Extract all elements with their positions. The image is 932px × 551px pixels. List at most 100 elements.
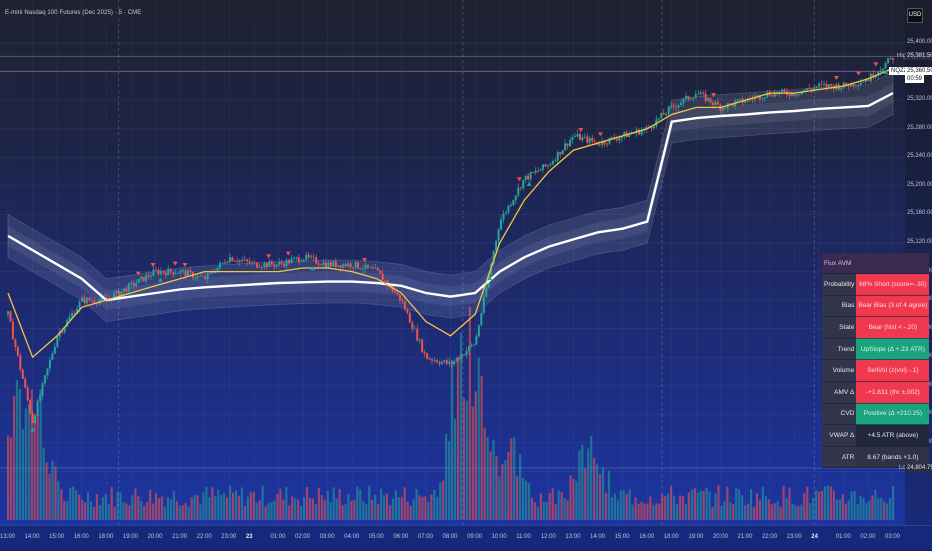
candle-body: [329, 262, 332, 267]
volume-bar: [63, 500, 66, 520]
volume-bar: [98, 505, 101, 520]
price-tick: 25,120.00: [907, 239, 932, 245]
volume-bar: [815, 490, 818, 520]
time-tick: 13:00: [565, 534, 581, 540]
currency-badge[interactable]: USD: [907, 8, 923, 23]
volume-bar: [522, 478, 525, 520]
volume-bar: [421, 496, 424, 520]
volume-bar: [687, 492, 690, 520]
candle-body: [628, 133, 631, 138]
candle-body: [798, 94, 801, 96]
chart-area[interactable]: E-mini Nasdaq 100 Futures (Dec 2025) · 5…: [0, 0, 905, 525]
candle-body: [603, 140, 606, 144]
volume-bar: [675, 503, 679, 520]
candle-body: [223, 262, 226, 264]
candle-body: [795, 94, 798, 96]
candle-body: [275, 264, 278, 267]
candle-body: [598, 144, 601, 146]
volume-bar: [359, 489, 362, 520]
volume-bar: [714, 492, 717, 520]
volume-bar: [36, 409, 39, 520]
candle-body: [852, 82, 855, 86]
volume-bar: [152, 503, 155, 520]
volume-bar: [95, 494, 98, 520]
volume-bar: [720, 505, 723, 520]
volume-bar: [60, 489, 63, 520]
candle-body: [90, 300, 93, 302]
candle-body: [199, 275, 202, 277]
volume-bar: [785, 498, 788, 520]
volume-bar: [880, 497, 883, 520]
candle-body: [145, 275, 148, 282]
candle-body: [623, 132, 626, 137]
volume-bar: [314, 504, 318, 520]
volume-bar: [445, 433, 448, 520]
candle-body: [813, 87, 816, 90]
candle-body: [344, 264, 347, 267]
volume-bar: [376, 504, 380, 520]
volume-bar: [764, 495, 767, 520]
volume-bar: [104, 494, 107, 520]
candle-body: [265, 263, 268, 268]
candle-body: [559, 152, 562, 155]
candle-body: [679, 102, 682, 105]
price-chart[interactable]: [0, 0, 905, 525]
volume-bar: [708, 491, 711, 520]
candle-body: [460, 354, 463, 360]
candle-body: [297, 257, 300, 262]
volume-bar: [507, 451, 510, 520]
candle-body: [164, 272, 167, 276]
volume-bar: [202, 492, 205, 520]
volume-bar: [39, 389, 42, 520]
volume-bar: [886, 503, 889, 520]
candle-body: [537, 170, 540, 172]
volume-bar: [285, 487, 288, 520]
volume-bar: [448, 441, 451, 520]
volume-bar: [326, 490, 329, 520]
volume-bar: [234, 490, 238, 520]
candle-body: [24, 378, 27, 388]
time-axis[interactable]: 13:00 14:00 15:00 16:00 18:00 19:00 20:00 21:00…: [0, 525, 932, 551]
volume-bar: [146, 502, 149, 520]
candle-body: [546, 165, 549, 167]
time-tick: 01:00: [835, 534, 851, 540]
volume-bar: [607, 470, 611, 520]
volume-bar: [453, 419, 457, 520]
candle-body: [465, 350, 468, 356]
volume-bar: [214, 496, 217, 520]
flux-row-value: Bear Bias (3 of 4 agree): [856, 295, 930, 318]
volume-bar: [240, 487, 244, 520]
candle-body: [712, 102, 715, 105]
volume-bar: [729, 502, 732, 520]
candle-body: [751, 98, 754, 100]
volume-bar: [554, 504, 557, 520]
candle-body: [292, 257, 295, 259]
volume-bar: [601, 467, 605, 520]
chart-title: E-mini Nasdaq 100 Futures (Dec 2025) · 5…: [5, 10, 142, 16]
volume-bar: [652, 504, 655, 520]
candle-body: [581, 137, 584, 141]
candle-body: [268, 261, 271, 268]
candle-body: [864, 80, 867, 82]
flux-row-label: State: [822, 316, 857, 339]
candle-body: [14, 339, 17, 347]
volume-bar: [397, 497, 400, 520]
candle-body: [177, 273, 180, 274]
flux-row-label: Probability: [822, 273, 857, 296]
volume-bar: [308, 498, 312, 520]
candle-body: [448, 361, 451, 364]
volume-bar: [119, 492, 122, 520]
candle-body: [238, 260, 241, 262]
buy-signal-marker: [526, 181, 532, 186]
candle-body: [573, 136, 576, 138]
candle-body: [761, 98, 764, 100]
volume-bar: [48, 473, 51, 520]
volume-bar: [841, 494, 844, 520]
volume-bar: [877, 498, 880, 520]
sell-signal-marker: [833, 75, 839, 80]
volume-bar: [590, 436, 593, 520]
volume-bar: [672, 495, 676, 520]
sell-signal-marker: [597, 132, 603, 137]
volume-bar: [371, 499, 374, 520]
volume-bar: [542, 501, 545, 520]
